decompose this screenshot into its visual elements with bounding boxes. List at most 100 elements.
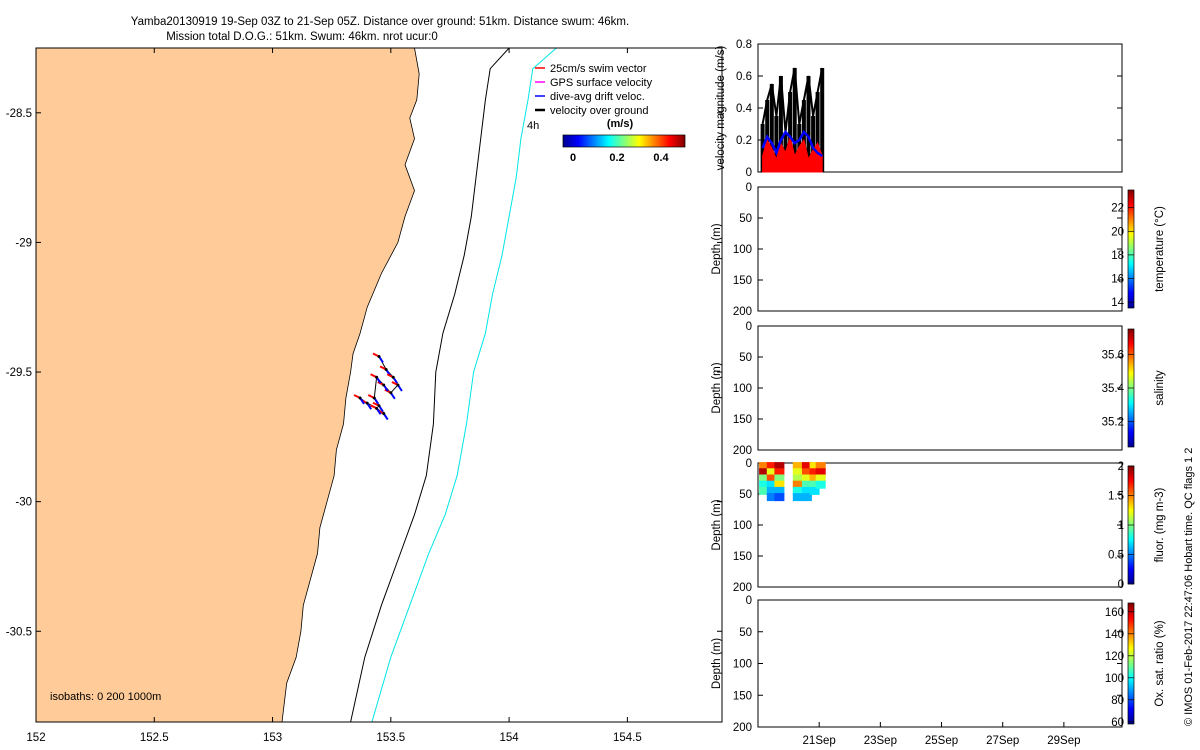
- profile-panel-3: 0 50 100 150 200 Depth (m) 0 0.5 1 1.5 2 fluor. (mg…: [711, 458, 1166, 594]
- fluorescence-cell: [766, 486, 777, 495]
- copyright-note: © IMOS 01-Feb-2017 22:47:06 Hobart time.…: [1183, 448, 1195, 726]
- depth-tick-label: 0: [746, 182, 752, 194]
- fluorescence-cell: [759, 468, 770, 477]
- fluorescence-cell: [759, 462, 770, 471]
- fluorescence-cell: [766, 493, 777, 502]
- track-point: [382, 412, 386, 416]
- colorbar-tick-label: 14: [1111, 297, 1124, 309]
- depth-tick-label: 150: [733, 551, 752, 563]
- depth-tick-label: 50: [739, 213, 752, 225]
- colorbar-tick-label: 60: [1111, 717, 1124, 729]
- glider-track: [353, 352, 403, 421]
- fluorescence-cell: [792, 462, 803, 471]
- depth-tick-label: 150: [733, 275, 752, 287]
- fluorescence-cell: [766, 480, 777, 489]
- map-x-axis: 152 152.5 153 153.5 154 154.5: [26, 48, 642, 744]
- velocity-y-tick-label: 0.2: [736, 135, 752, 147]
- map-x-tick-label: 154.5: [613, 732, 642, 744]
- title-line-1: Yamba20130919 19-Sep 03Z to 21-Sep 05Z. …: [131, 16, 629, 28]
- depth-tick-label: 200: [733, 582, 752, 594]
- track-point: [372, 396, 376, 400]
- track-point: [365, 401, 369, 405]
- fluorescence-cell: [801, 480, 812, 489]
- fluorescence-cell: [774, 480, 785, 489]
- legend-gps-velocity: GPS surface velocity: [550, 77, 653, 89]
- velocity-y-tick-label: 0: [746, 167, 752, 179]
- fluorescence-cell: [774, 486, 785, 495]
- depth-tick-label: 50: [739, 352, 752, 364]
- legend-ground-velocity: velocity over ground: [550, 105, 648, 117]
- track-point: [389, 391, 393, 395]
- speed-tick-0: 0: [570, 152, 576, 164]
- fluorescence-cell: [766, 462, 777, 471]
- date-tick-label: 23Sep: [864, 735, 897, 747]
- legend-drift-velocity: dive-avg drift veloc.: [550, 91, 645, 103]
- depth-tick-label: 50: [739, 627, 752, 639]
- track-point: [391, 375, 395, 379]
- fluorescence-cell: [774, 493, 785, 502]
- speed-tick-2: 0.4: [653, 152, 669, 164]
- velocity-y-tick-label: 0.4: [736, 103, 753, 115]
- date-tick-label: 21Sep: [803, 735, 836, 747]
- fluorescence-cell: [792, 468, 803, 477]
- depth-tick-label: 50: [739, 489, 752, 501]
- fluorescence-cell: [815, 480, 826, 489]
- map-legend: 25cm/s swim vector GPS surface velocity …: [527, 63, 686, 164]
- depth-axis-label: Depth (m): [711, 362, 723, 413]
- date-tick-label: 27Sep: [986, 735, 1019, 747]
- profile-plot-area: [757, 599, 1123, 728]
- depth-tick-label: 100: [733, 383, 752, 395]
- track-point: [375, 375, 379, 379]
- map-y-axis: -28.5 -29 -29.5 -30 -30.5: [6, 108, 722, 638]
- depth-axis-label: Depth (m): [711, 638, 723, 689]
- fluorescence-cell: [809, 486, 820, 495]
- track-point: [396, 383, 400, 387]
- map-y-tick-label: -29.5: [6, 367, 32, 379]
- depth-axis-label: Depth (m): [711, 499, 723, 550]
- legend-swim-vector: 25cm/s swim vector: [550, 63, 647, 75]
- map-y-tick-label: -30.5: [6, 626, 32, 638]
- colorbar-tick-label: 80: [1111, 695, 1124, 707]
- velocity-series-ground: [761, 67, 824, 133]
- depth-tick-label: 0: [746, 595, 752, 607]
- velocity-series-drift: [761, 129, 823, 158]
- map-y-tick-label: -30: [15, 497, 32, 509]
- depth-tick-label: 0: [746, 321, 752, 333]
- speed-tick-1: 0.2: [609, 152, 624, 164]
- map-x-tick-label: 152.5: [140, 732, 169, 744]
- track-point: [382, 383, 386, 387]
- colorbar-tick-label: 18: [1111, 250, 1124, 262]
- colorbar-tick-label: 1.5: [1108, 491, 1124, 503]
- map-x-tick-label: 153.5: [376, 732, 405, 744]
- fluorescence-cell: [809, 468, 820, 477]
- colorbar-label: Ox. sat. ratio (%): [1154, 620, 1166, 706]
- profile-plot-area: [757, 186, 1123, 312]
- fluorescence-cell: [815, 474, 826, 483]
- fluorescence-cell: [766, 468, 777, 477]
- map-panel: 152 152.5 153 153.5 154 154.5 -28.5 -29 -29.5 -3…: [6, 47, 723, 744]
- profile-panel-1: 0 50 100 150 200 Depth (m) 14 16 18 20 22 temperatu…: [711, 182, 1166, 318]
- profile-panels: 0 0.2 0.4 0.6 0.8 velocity magnitude (m/s) 0 50…: [711, 39, 1166, 747]
- depth-tick-label: 150: [733, 690, 752, 702]
- colorbar-tick-label: 16: [1111, 274, 1124, 286]
- depth-tick-label: 0: [746, 458, 752, 470]
- isobath-1000-line: [371, 48, 557, 722]
- velocity-y-tick-label: 0.6: [736, 71, 752, 83]
- map-y-tick-label: -29: [15, 237, 32, 249]
- colorbar-tick-label: 22: [1111, 203, 1124, 215]
- colorbar-tick-label: 120: [1105, 651, 1124, 663]
- velocity-y-label: velocity magnitude (m/s): [715, 46, 727, 171]
- map-x-tick-label: 153: [263, 732, 282, 744]
- depth-tick-label: 150: [733, 414, 752, 426]
- track-point: [377, 354, 381, 358]
- fluorescence-cell: [792, 474, 803, 483]
- velocity-series-swim: [762, 134, 823, 173]
- velocity-y-tick-label: 0.8: [736, 39, 752, 51]
- date-tick-label: 29Sep: [1047, 735, 1080, 747]
- map-x-tick-label: 152: [26, 732, 45, 744]
- depth-tick-label: 200: [733, 445, 752, 457]
- colorbar-tick-label: 140: [1105, 629, 1124, 641]
- colorbar-tick-label: 35.6: [1102, 349, 1124, 361]
- depth-tick-label: 100: [733, 520, 752, 532]
